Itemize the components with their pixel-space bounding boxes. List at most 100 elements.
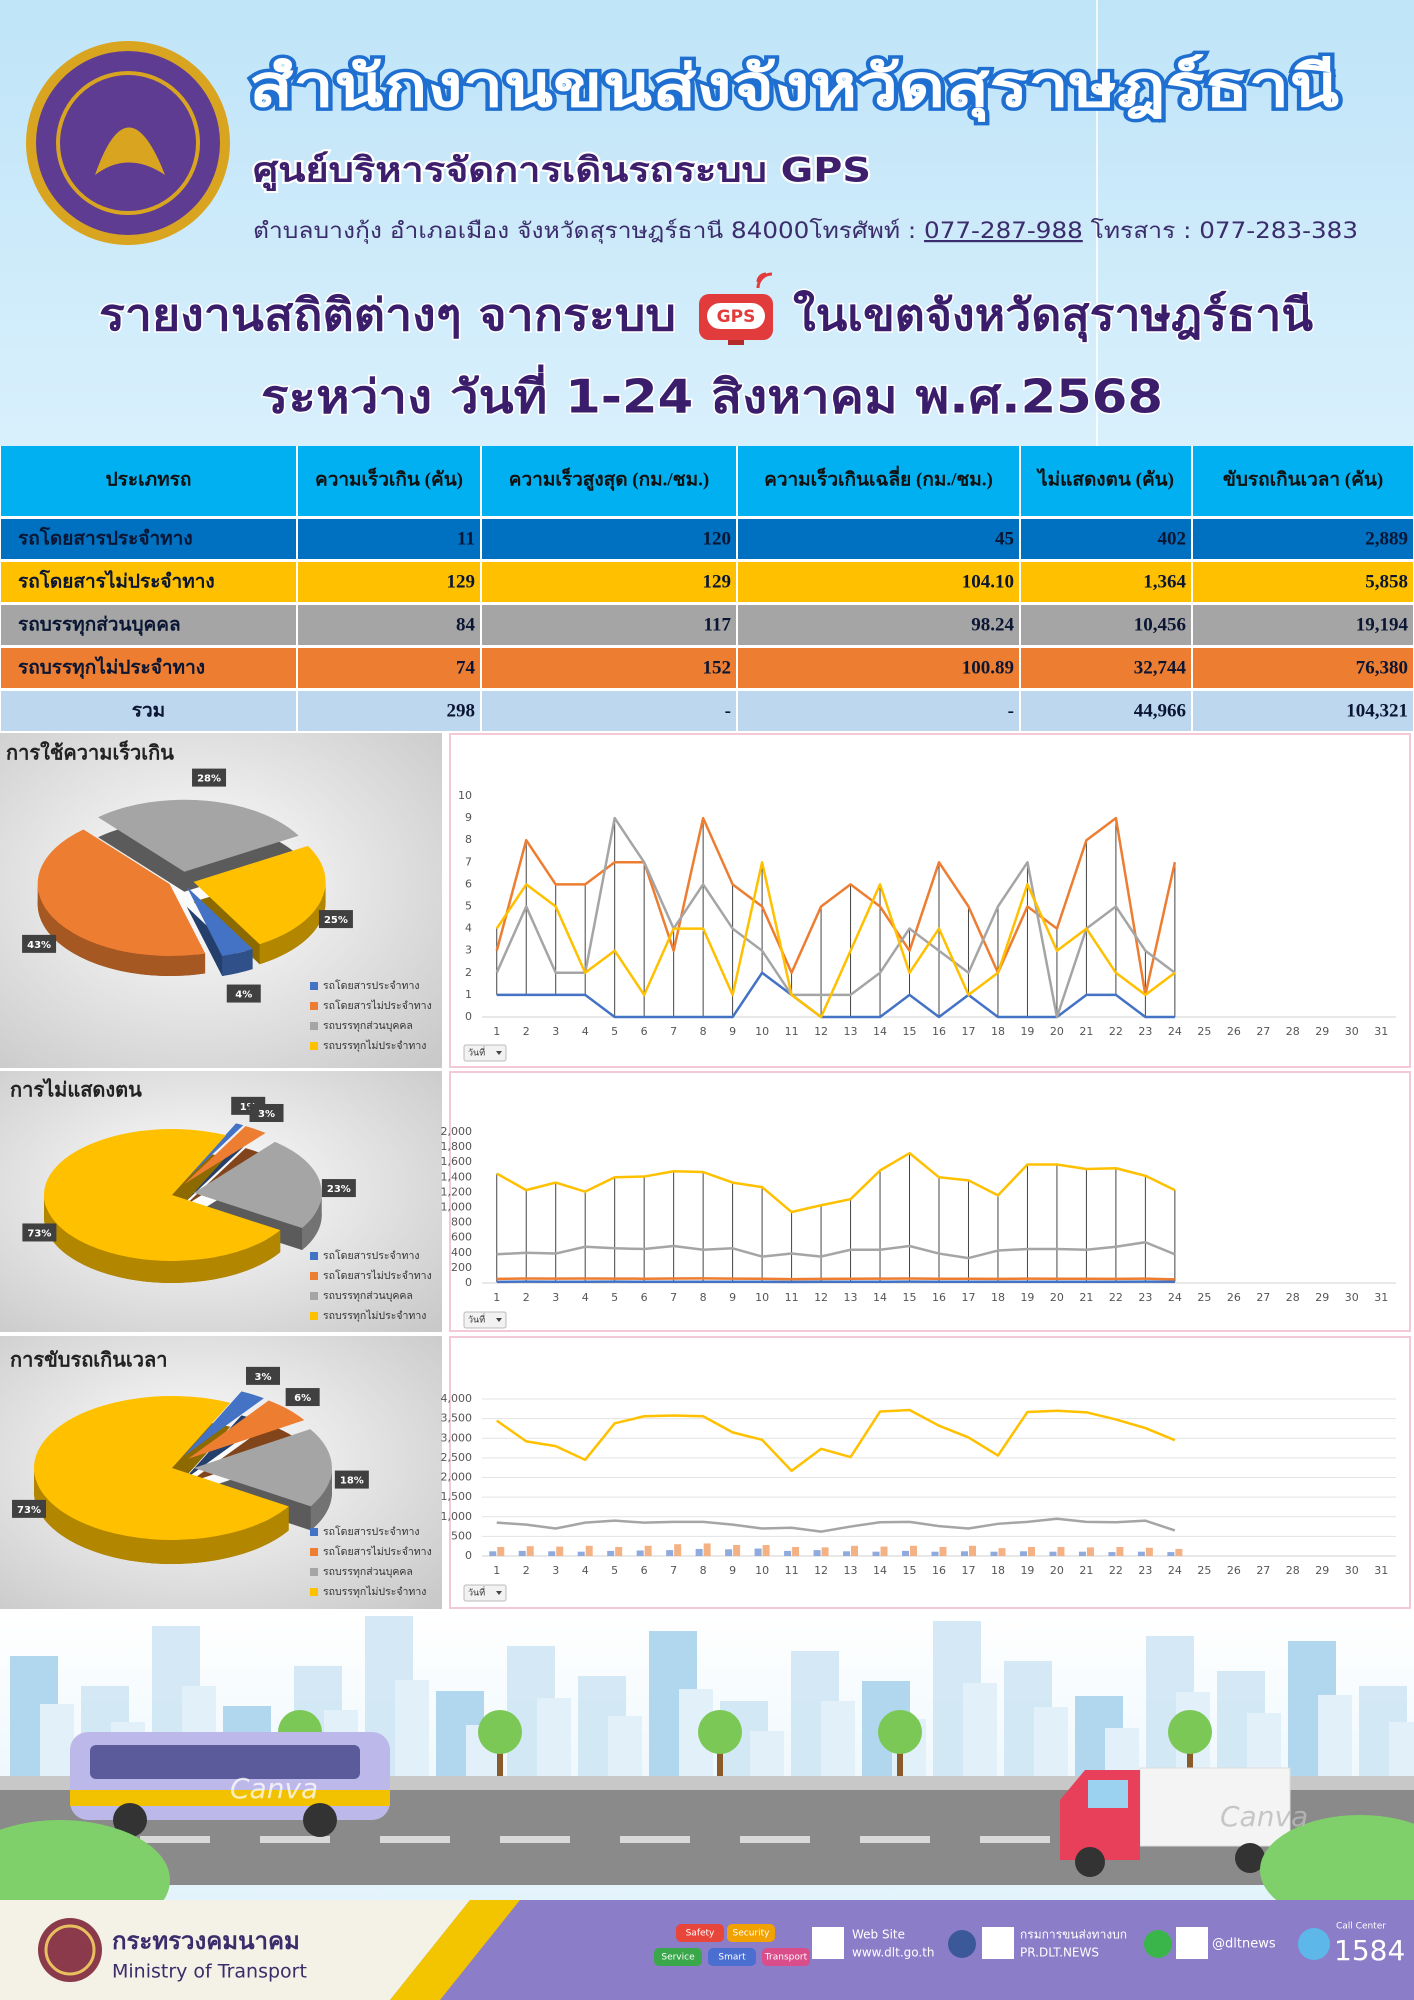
x-tick-label: 3 (552, 1564, 559, 1577)
table-value: รวม (132, 700, 165, 721)
data-label-box (22, 934, 57, 953)
bar (990, 1551, 998, 1556)
x-tick-label: 14 (873, 1291, 887, 1304)
building (1389, 1722, 1414, 1776)
data-label: 25% (324, 915, 348, 926)
x-tick-label: 11 (785, 1025, 799, 1038)
x-tick-label: 7 (670, 1564, 677, 1577)
table-cell (482, 605, 736, 645)
legend-label: รถบรรทุกไม่ประจำทาง (323, 1039, 426, 1052)
tree-trunk (717, 1740, 723, 1776)
bar (585, 1545, 593, 1556)
table-cell (482, 562, 736, 602)
badge-label: Security (733, 1929, 771, 1939)
data-label-box (226, 984, 261, 1003)
bar (1137, 1551, 1145, 1556)
table-header: ไม่แสดงตน (คัน) (1036, 467, 1174, 490)
x-tick-label: 29 (1315, 1025, 1329, 1038)
data-label: 18% (340, 1476, 364, 1487)
table-value: 129 (447, 571, 476, 592)
building (1105, 1728, 1139, 1776)
x-tick-label: 8 (700, 1025, 707, 1038)
x-tick-label: 27 (1256, 1564, 1270, 1577)
legend-swatch (310, 1312, 318, 1320)
table-cell (1193, 691, 1413, 731)
table-value: - (725, 700, 731, 721)
legend-swatch (310, 1548, 318, 1556)
table-header: ความเร็วเกินเฉลี่ย (กม./ชม.) (764, 465, 993, 490)
bar (1019, 1551, 1027, 1556)
pie-slice (184, 1126, 266, 1185)
legend-swatch (310, 1528, 318, 1536)
x-tick-label: 24 (1168, 1291, 1182, 1304)
truck-trailer (1139, 1767, 1291, 1847)
x-tick-label: 16 (932, 1564, 946, 1577)
building (963, 1683, 997, 1776)
x-tick-label: 17 (961, 1564, 975, 1577)
x-tick-label: 13 (844, 1025, 858, 1038)
x-tick-label: 20 (1050, 1564, 1064, 1577)
y-tick-label: 1,800 (441, 1140, 473, 1153)
badges: Safety Security Service Smart Transport (654, 1924, 810, 1966)
truck-wheel (1235, 1843, 1265, 1873)
bar (518, 1550, 526, 1556)
badge (654, 1948, 702, 1966)
table-value: 402 (1158, 528, 1187, 549)
legend-swatch (310, 1568, 318, 1576)
tree-crown (1168, 1710, 1212, 1754)
bar (960, 1551, 968, 1556)
y-tick-label: 4 (465, 922, 472, 935)
table-value: 32,744 (1134, 657, 1187, 678)
data-label-box (192, 768, 227, 787)
badge-label: Smart (718, 1953, 746, 1963)
tree-trunk (497, 1740, 503, 1776)
field-button (463, 1311, 507, 1329)
y-tick-label: 400 (451, 1246, 472, 1259)
table-value: รถโดยสารประจำทาง (18, 526, 193, 549)
legend-label: รถบรรทุกไม่ประจำทาง (323, 1585, 426, 1598)
building (395, 1680, 429, 1776)
legend-swatch (310, 1252, 318, 1260)
bar (851, 1545, 859, 1556)
ministry-logo-ring (44, 1924, 96, 1976)
data-label: 43% (27, 940, 51, 951)
legend-label: รถโดยสารไม่ประจำทาง (323, 999, 432, 1012)
header-title: สำนักงานขนส่งจังหวัดสุราษฎร์ธานี (249, 52, 1339, 123)
x-tick-label: 25 (1197, 1291, 1211, 1304)
y-tick-label: 10 (458, 789, 472, 802)
table-value: 5,858 (1365, 571, 1408, 592)
truck-wheel (1075, 1847, 1105, 1877)
data-label: 73% (17, 1505, 41, 1516)
facebook-name: กรมการขนส่งทางบก (1020, 1928, 1127, 1942)
x-tick-label: 31 (1374, 1025, 1388, 1038)
x-tick-label: 22 (1109, 1025, 1123, 1038)
x-tick-label: 28 (1286, 1564, 1300, 1577)
truck (1060, 1767, 1291, 1877)
pie-slice (183, 1391, 264, 1457)
tree-crown (878, 1710, 922, 1754)
y-tick-label: 1 (465, 988, 472, 1001)
x-tick-label: 29 (1315, 1564, 1329, 1577)
x-tick-label: 25 (1197, 1564, 1211, 1577)
table-value: 19,194 (1356, 614, 1409, 635)
table-value: 100.89 (962, 657, 1014, 678)
bar (910, 1545, 918, 1556)
y-tick-label: 2,500 (441, 1451, 473, 1464)
building (1034, 1707, 1068, 1776)
x-tick-label: 8 (700, 1564, 707, 1577)
y-tick-label: 0 (465, 1549, 472, 1562)
table-value: 45 (995, 528, 1014, 549)
line-series (496, 1408, 1176, 1473)
field-button (463, 1044, 507, 1062)
bar (762, 1545, 770, 1556)
y-tick-label: 1,000 (441, 1510, 473, 1523)
bar (998, 1548, 1006, 1556)
road-dash (620, 1836, 690, 1843)
y-tick-label: 0 (465, 1276, 472, 1289)
bar (1116, 1546, 1124, 1556)
gps-icon: GPS (699, 272, 773, 345)
table-header-cell (738, 446, 1019, 516)
x-tick-label: 15 (903, 1564, 917, 1577)
